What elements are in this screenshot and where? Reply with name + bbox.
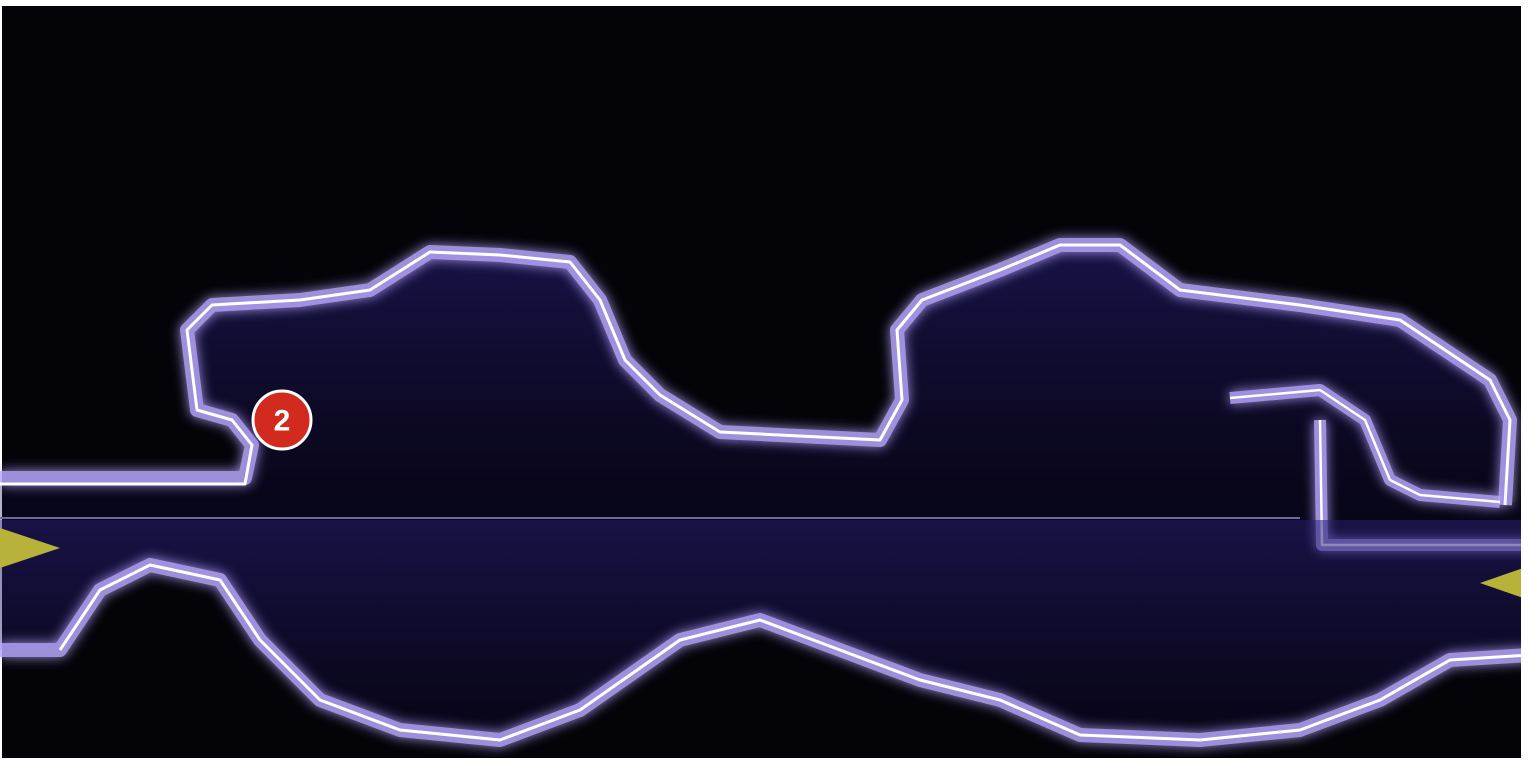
lower-spectrum-fill [0,520,1529,740]
right-border [1521,0,1529,762]
right-baseline-marker [1480,566,1529,600]
lower-envelope-core [58,563,1529,742]
marker-label: 2 [274,405,291,438]
left-baseline-marker [0,528,60,568]
marker-badge [251,389,313,451]
upper-spectrum-fill [0,245,1529,520]
upper-envelope-core [0,243,1512,506]
